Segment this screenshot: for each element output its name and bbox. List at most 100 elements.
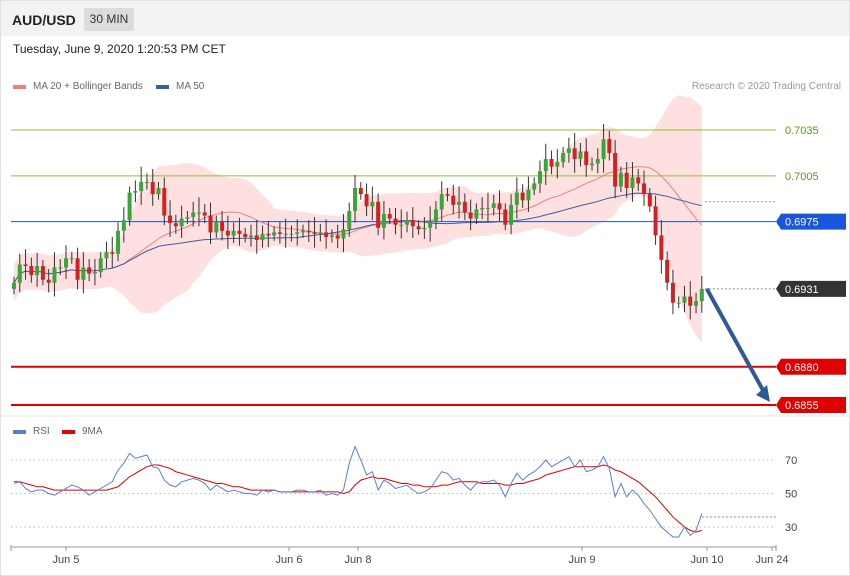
candle-body [347, 210, 352, 230]
candle-body [283, 233, 288, 235]
candle-body [23, 264, 28, 266]
level-label: 0.6855 [785, 400, 819, 412]
candle-body [127, 192, 132, 221]
x-tick-label: Jun 24 [755, 554, 788, 566]
candle-body [185, 217, 190, 219]
candle-body [17, 264, 22, 283]
header-bar: AUD/USD 30 MIN [1, 1, 849, 36]
legend-ma50-label: MA 50 [176, 81, 205, 92]
candle-body [12, 282, 16, 289]
candle-body [428, 221, 433, 228]
candle-body [295, 232, 300, 234]
candle-body [110, 252, 115, 254]
candle-body [133, 191, 138, 193]
candle-body [335, 235, 340, 239]
candle-body [173, 223, 178, 227]
candle-body [422, 227, 427, 230]
candle-body [272, 232, 277, 236]
rsi-swatch [13, 429, 26, 434]
candle-body [416, 226, 421, 230]
candle-body [555, 162, 560, 167]
candle-body [92, 272, 97, 274]
candle-body [497, 203, 502, 210]
candle-body [168, 215, 173, 224]
candle-body [156, 188, 161, 195]
candle-body [584, 151, 589, 166]
candle-body [121, 220, 126, 231]
copyright-note: Research © 2020 Trading Central [691, 81, 841, 92]
candle-body [58, 267, 63, 269]
rsi-tick-label: 30 [785, 522, 797, 534]
candle-body [451, 195, 456, 205]
rsi-tick-label: 70 [785, 455, 797, 467]
candle-body [162, 188, 167, 216]
candle-body [439, 194, 444, 210]
candle-body [329, 235, 334, 237]
candle-body [318, 232, 323, 234]
candle-body [561, 152, 566, 163]
candle-body [116, 230, 121, 254]
x-tick-label: Jun 8 [345, 554, 372, 566]
candle-body [578, 151, 583, 160]
candle-body [590, 163, 594, 166]
candle-body [601, 139, 606, 160]
chart-datetime: Tuesday, June 9, 2020 1:20:53 PM CET [13, 42, 226, 56]
candle-body [387, 214, 392, 219]
candle-body [399, 224, 404, 226]
candle-body [537, 171, 542, 184]
candle-body [491, 203, 496, 208]
candle-body [468, 212, 473, 219]
legend-ma20-label: MA 20 + Bollinger Bands [33, 81, 143, 92]
level-label: 0.7035 [785, 125, 819, 137]
candle-body [630, 177, 635, 189]
candle-body [98, 258, 103, 273]
x-tick-label: Jun 10 [690, 554, 723, 566]
candle-body [324, 232, 329, 237]
candle-body [636, 177, 641, 184]
symbol-title: AUD/USD [12, 12, 76, 28]
candle-body [676, 302, 681, 304]
candle-body [624, 172, 629, 189]
candle-body [503, 209, 508, 225]
legend-ma50: MA 50 [156, 81, 204, 92]
x-tick-label: Jun 5 [53, 554, 80, 566]
candle-body [139, 181, 144, 192]
legend-9ma: 9MA [62, 426, 103, 437]
timeframe-button[interactable]: 30 MIN [84, 8, 134, 31]
candle-body [566, 148, 571, 153]
rsi-tick-label: 50 [785, 489, 797, 501]
candle-body [87, 267, 92, 274]
candles [12, 123, 704, 320]
candle-body [376, 201, 381, 228]
candle-body [202, 212, 207, 216]
candle-body [220, 221, 225, 231]
level-label: 0.6975 [785, 217, 819, 229]
candle-body [231, 230, 236, 236]
x-tick-label: Jun 9 [569, 554, 596, 566]
candle-body [260, 233, 265, 240]
candle-body [457, 201, 462, 205]
legend-ma20: MA 20 + Bollinger Bands [13, 81, 143, 92]
candle-body [405, 220, 410, 225]
candle-body [29, 265, 34, 276]
candle-body [543, 159, 548, 172]
candle-body [64, 258, 69, 268]
candle-body [358, 188, 363, 195]
candle-body [81, 267, 86, 280]
candle-body [214, 221, 219, 233]
ma20-line [13, 166, 703, 284]
candle-body [485, 207, 490, 209]
candle-body [694, 301, 699, 306]
candle-body [196, 212, 201, 214]
candle-body [393, 218, 398, 225]
candle-body [514, 192, 519, 205]
candle-body [665, 259, 670, 283]
candle-body [266, 233, 271, 236]
candle-body [670, 282, 675, 303]
candle-body [607, 139, 612, 153]
candle-body [618, 172, 623, 187]
candle-body [572, 148, 577, 160]
legend-rsi: RSI [13, 426, 50, 437]
ma20-swatch [13, 84, 26, 89]
